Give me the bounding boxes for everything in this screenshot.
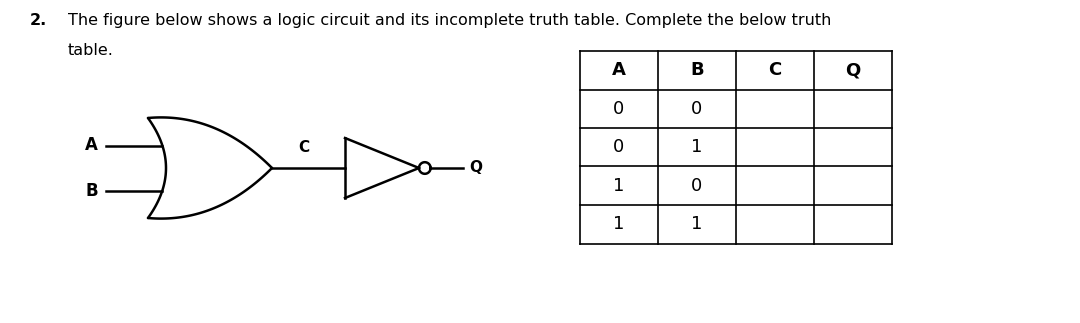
Text: 1: 1 (691, 215, 703, 233)
Text: B: B (690, 61, 704, 79)
Text: 0: 0 (691, 177, 703, 195)
Text: 1: 1 (691, 138, 703, 156)
Text: 0: 0 (613, 138, 624, 156)
Text: 1: 1 (613, 177, 624, 195)
Text: Q: Q (470, 161, 483, 175)
Text: C: C (768, 61, 782, 79)
Text: B: B (85, 182, 98, 200)
Text: table.: table. (68, 43, 113, 58)
Text: A: A (612, 61, 626, 79)
Text: 1: 1 (613, 215, 624, 233)
Text: 0: 0 (613, 100, 624, 118)
Text: The figure below shows a logic circuit and its incomplete truth table. Complete : The figure below shows a logic circuit a… (68, 13, 832, 28)
Text: A: A (85, 137, 98, 154)
Text: Q: Q (846, 61, 861, 79)
Text: 2.: 2. (30, 13, 48, 28)
Text: 0: 0 (691, 100, 703, 118)
Text: C: C (298, 140, 309, 155)
